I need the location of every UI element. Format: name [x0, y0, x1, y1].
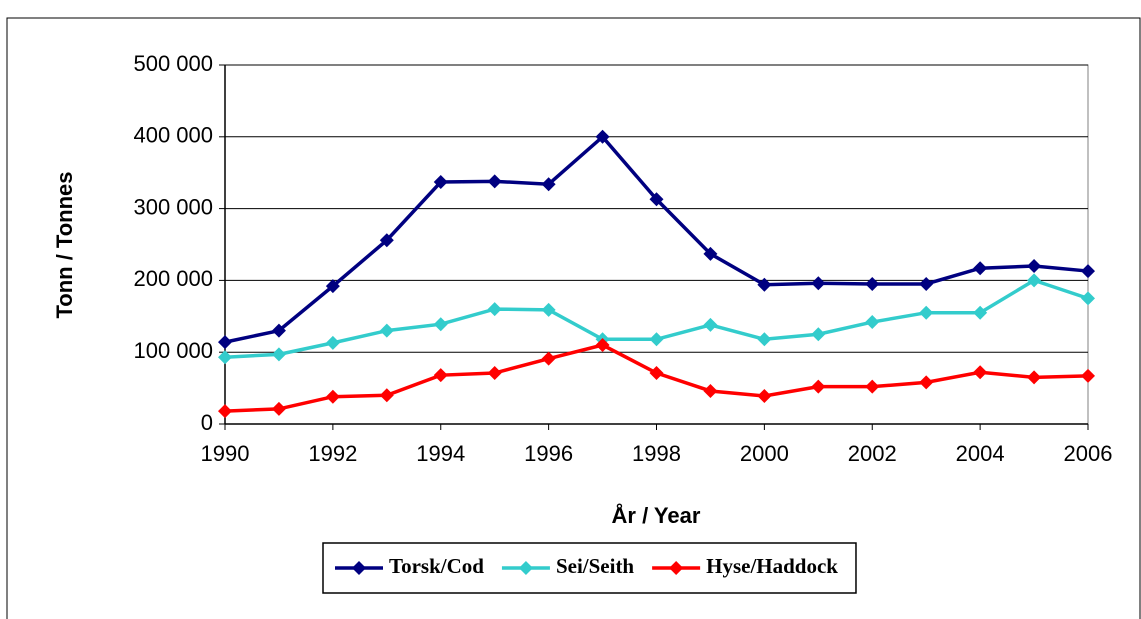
data-point [541, 302, 556, 317]
data-point [1081, 291, 1095, 306]
legend-marker [669, 561, 684, 575]
data-point [325, 279, 340, 294]
data-point [1027, 259, 1042, 274]
legend: Torsk/Cod Sei/Seith Hyse/Haddock [335, 554, 838, 578]
data-point [649, 192, 664, 207]
data-point [865, 379, 880, 394]
data-point [1027, 370, 1042, 385]
data-point [541, 177, 556, 192]
data-point [379, 323, 394, 338]
x-tick-label: 2000 [740, 441, 789, 466]
data-point [757, 332, 772, 347]
y-axis-title: Tonn / Tonnes [52, 171, 77, 318]
data-point [811, 379, 826, 394]
data-point [973, 305, 988, 320]
data-point [703, 383, 718, 398]
data-point [919, 375, 934, 390]
data-point [487, 366, 502, 381]
data-point [325, 335, 340, 350]
y-tick-label: 200 000 [133, 266, 213, 291]
x-tick-label: 2004 [956, 441, 1005, 466]
data-point [218, 350, 232, 365]
data-point [379, 233, 394, 248]
data-point [973, 261, 988, 276]
plot-area [224, 64, 1089, 425]
data-point [1027, 273, 1042, 288]
data-point [595, 338, 610, 353]
data-point [271, 401, 286, 416]
data-point [218, 404, 232, 419]
data-point [487, 302, 502, 317]
data-point [865, 315, 880, 330]
x-tick-label: 1996 [524, 441, 573, 466]
data-point [218, 335, 232, 350]
data-point [973, 365, 988, 380]
data-point [541, 351, 556, 366]
data-point [757, 388, 772, 403]
data-point [325, 389, 340, 404]
data-point [703, 317, 718, 332]
y-tick-label: 300 000 [133, 194, 213, 219]
legend-label: Torsk/Cod [389, 554, 484, 578]
data-point [919, 305, 934, 320]
data-point [271, 323, 286, 338]
x-tick-label: 2006 [1064, 441, 1113, 466]
legend-label: Sei/Seith [556, 554, 634, 578]
data-point [487, 174, 502, 189]
y-tick-label: 500 000 [133, 51, 213, 76]
x-tick-label: 1998 [632, 441, 681, 466]
data-point [703, 246, 718, 261]
y-tick-label: 0 [201, 410, 213, 435]
data-point [271, 347, 286, 362]
data-point [379, 388, 394, 403]
data-point [433, 317, 448, 332]
x-tick-label: 2002 [848, 441, 897, 466]
data-point [595, 129, 610, 144]
legend-box [322, 542, 857, 594]
data-point [811, 327, 826, 342]
data-point [1081, 368, 1095, 383]
x-tick-label: 1992 [308, 441, 357, 466]
x-tick-label: 1994 [416, 441, 465, 466]
legend-label: Hyse/Haddock [706, 554, 838, 578]
x-axis-title: År / Year [612, 502, 701, 528]
x-tick-label: 1990 [201, 441, 250, 466]
legend-marker [518, 561, 533, 575]
data-point [919, 276, 934, 291]
data-point [649, 366, 664, 381]
data-point [433, 368, 448, 383]
data-point [811, 276, 826, 291]
y-tick-label: 100 000 [133, 338, 213, 363]
data-point [433, 175, 448, 190]
data-point [1081, 264, 1095, 279]
legend-marker [352, 561, 366, 575]
y-tick-label: 400 000 [133, 123, 213, 148]
data-point [649, 332, 664, 347]
data-point [757, 277, 772, 292]
data-point [865, 276, 880, 291]
